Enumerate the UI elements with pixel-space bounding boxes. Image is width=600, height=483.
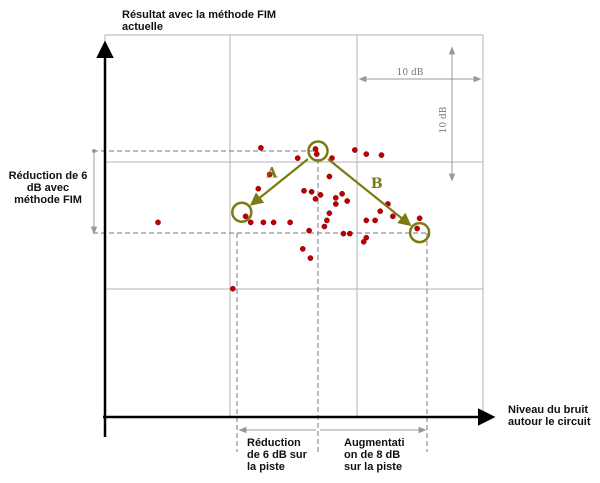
axes — [96, 40, 496, 437]
data-point — [255, 185, 262, 192]
data-point — [294, 155, 301, 161]
data-point — [326, 173, 333, 180]
data-point — [242, 213, 249, 220]
data-point — [306, 227, 312, 234]
highlight-circle-b — [408, 221, 431, 244]
change-arrows: AB — [249, 158, 412, 227]
data-point — [416, 215, 423, 222]
data-point — [414, 225, 420, 232]
data-point — [344, 198, 351, 204]
data-point — [332, 201, 339, 207]
data-point — [351, 147, 358, 153]
scale-v-label: 10 dB — [439, 106, 449, 133]
arrow-b — [327, 158, 412, 227]
data-point — [329, 155, 335, 161]
data-point — [230, 285, 236, 292]
data-point — [155, 219, 161, 226]
reference-lines — [93, 150, 428, 452]
data-point — [346, 230, 353, 237]
bottom-annotation-left: Réduction de 6 dB sur la piste — [247, 437, 307, 473]
data-point — [308, 188, 315, 195]
data-point — [299, 246, 306, 252]
left-measure — [90, 149, 98, 235]
data-point — [377, 208, 384, 215]
data-point — [324, 217, 330, 224]
data-point — [326, 210, 333, 217]
data-point — [301, 187, 307, 194]
data-point — [307, 255, 314, 261]
bottom-annotation-right: Augmentati on de 8 dB sur la piste — [344, 437, 405, 473]
data-point — [266, 171, 273, 178]
arrow-a — [249, 158, 309, 206]
data-point — [260, 219, 267, 226]
data-point — [312, 196, 319, 202]
data-point — [312, 146, 319, 152]
scale-h-label: 10 dB — [397, 68, 424, 78]
data-point — [339, 190, 345, 197]
data-point — [247, 219, 254, 226]
left-annotation: Réduction de 6 dB avec méthode FIM — [8, 170, 88, 206]
data-point — [321, 223, 328, 230]
data-point — [287, 219, 293, 226]
data-point — [363, 234, 370, 241]
data-point — [340, 230, 347, 237]
arrow-label-b: B — [371, 176, 383, 192]
data-point — [363, 217, 370, 224]
data-point — [360, 238, 367, 245]
highlight-circles — [231, 140, 431, 244]
x-axis-label: Niveau du bruit autour le circuit — [508, 404, 591, 428]
data-point — [270, 219, 277, 226]
data-point — [378, 152, 385, 158]
scale-indicators: 10 dB 10 dB — [358, 46, 482, 182]
data-point — [332, 195, 339, 201]
data-point — [390, 213, 396, 220]
data-point — [372, 217, 378, 224]
scatter-points — [155, 145, 423, 292]
data-point — [313, 151, 320, 157]
data-point — [363, 151, 370, 157]
highlight-circle-reference — [307, 140, 329, 162]
data-point — [317, 192, 324, 198]
arrow-label-a: A — [265, 166, 278, 182]
highlight-circle-a — [231, 201, 253, 223]
data-point — [258, 145, 264, 151]
y-axis-label: Résultat avec la méthode FIM actuelle — [122, 9, 277, 33]
